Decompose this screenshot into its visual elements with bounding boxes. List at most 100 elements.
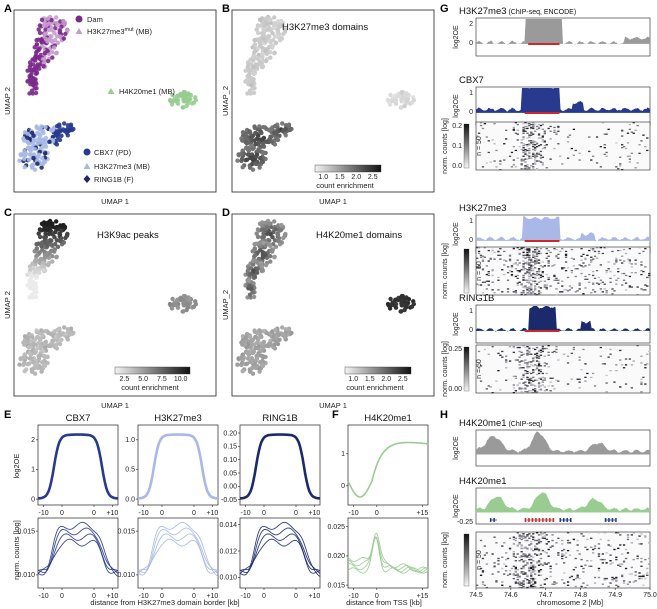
heatmap-cell	[501, 356, 504, 358]
heatmap-cell	[555, 254, 558, 256]
umap-cell	[252, 246, 257, 251]
heatmap-cell	[520, 168, 523, 170]
umap-cell	[46, 27, 52, 33]
heatmap-cell	[530, 570, 533, 572]
heatmap-cell	[534, 285, 537, 287]
umap-cell	[43, 231, 48, 236]
heatmap-cell	[530, 292, 533, 294]
heatmap-cell	[501, 291, 504, 293]
heatmap-cell	[530, 134, 533, 136]
heatmap-cell	[528, 581, 531, 583]
heatmap-cell	[534, 288, 537, 290]
umap-cell	[267, 242, 272, 247]
heatmap-cell	[626, 536, 630, 538]
heatmap-cell	[640, 557, 643, 560]
umap-cell	[50, 28, 55, 33]
heatmap-cell	[578, 359, 581, 361]
gene-exon	[604, 518, 607, 522]
heatmap-cell	[537, 249, 541, 252]
heatmap-cell	[545, 563, 548, 565]
heatmap-cell	[532, 140, 535, 142]
heatmap-cell	[534, 582, 537, 584]
heatmap-cell	[505, 260, 508, 262]
heatmap-cell	[574, 566, 577, 569]
umap-cell	[251, 281, 256, 286]
heatmap-cell	[520, 378, 523, 380]
heatmap-cell	[512, 129, 515, 131]
heatmap-cell	[534, 364, 537, 366]
heatmap-cell	[619, 163, 622, 165]
umap-cell	[281, 332, 286, 337]
heatmap-cell	[609, 271, 612, 273]
umap-cell	[31, 359, 36, 365]
heatmap-cell	[483, 123, 486, 125]
heatmap-cell	[512, 574, 515, 576]
heatmap-cell	[537, 127, 541, 130]
heatmap-cell	[526, 354, 529, 356]
umap-cell	[32, 350, 37, 356]
heatmap-cell	[530, 293, 533, 295]
umap-cell	[20, 151, 26, 157]
heatmap-cell	[576, 576, 579, 579]
umap-cell	[43, 339, 49, 345]
heatmap-cell	[615, 142, 618, 144]
heatmap-cell	[483, 281, 486, 283]
x-tick-label: 74.7	[539, 592, 553, 599]
heatmap-cell	[630, 364, 633, 366]
heatmap-cell	[532, 254, 535, 256]
heatmap-cell	[479, 574, 483, 576]
heatmap-ylabel: norm. counts [log]	[442, 243, 449, 299]
heatmap-cell	[526, 385, 529, 387]
heatmap-cell	[481, 557, 485, 560]
heatmap-cell	[572, 538, 575, 541]
heatmap-cell	[553, 275, 556, 278]
umap-cell	[43, 345, 48, 350]
umap-cell	[56, 130, 61, 135]
colorbar-tick: 0.00	[448, 386, 462, 393]
heatmap-cell	[528, 124, 531, 127]
heatmap-cell	[530, 548, 533, 551]
umap-cell	[250, 167, 256, 172]
heatmap-cell	[530, 379, 533, 381]
heatmap-cell	[601, 583, 604, 585]
heatmap-cell	[512, 128, 515, 130]
heatmap-cell	[646, 574, 649, 576]
umap-cell	[411, 301, 416, 307]
heatmap-cell	[541, 156, 544, 158]
domain-bar	[524, 112, 560, 114]
y-tick-label: 2	[31, 437, 35, 444]
heatmap-cell	[553, 131, 556, 133]
heatmap-cell	[476, 247, 479, 249]
heatmap-cell	[526, 164, 529, 166]
heatmap-cell	[636, 294, 639, 296]
heatmap-cell	[599, 264, 602, 266]
heatmap-cell	[530, 283, 533, 285]
heatmap-cell	[514, 359, 517, 361]
heatmap-cell	[535, 547, 539, 550]
heatmap-cell	[481, 127, 485, 130]
heatmap-cell	[479, 380, 483, 382]
x-tick-label: 0	[160, 510, 164, 517]
heatmap-cell	[520, 571, 523, 573]
heatmap-cell	[528, 544, 531, 546]
umap-cell	[250, 290, 255, 295]
heatmap-cell	[514, 166, 517, 168]
umap-cell	[25, 135, 30, 140]
heatmap-cell	[528, 569, 531, 571]
heatmap-cell	[572, 348, 575, 351]
colorbar-rect	[114, 366, 191, 375]
heatmap-cell	[626, 132, 630, 134]
heatmap-cell	[528, 143, 531, 145]
heatmap-cell	[524, 387, 527, 389]
heatmap-cell	[595, 257, 599, 259]
umap-cell	[251, 262, 256, 267]
heatmap-cell	[535, 252, 539, 255]
heatmap-cell	[534, 141, 537, 143]
heatmap-cell	[640, 264, 643, 266]
heatmap-cell	[503, 143, 506, 145]
heatmap-cell	[489, 386, 492, 388]
heatmap-cell	[528, 288, 531, 290]
heatmap-cell	[477, 267, 481, 269]
heatmap-cell	[516, 139, 519, 141]
